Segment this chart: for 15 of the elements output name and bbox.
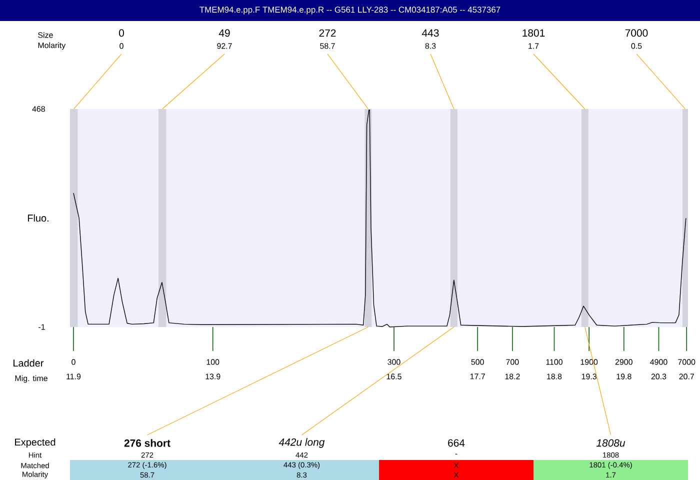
text: Expected: [15, 438, 56, 448]
text: 7000: [625, 29, 648, 37]
text: 272: [319, 29, 336, 37]
line-series: [73, 110, 686, 328]
text: 1801: [522, 29, 545, 37]
text: Ladder: [14, 359, 44, 367]
text: 442u long: [278, 438, 325, 448]
text: 443: [422, 29, 439, 37]
y-axis-title: Fluo.: [28, 214, 48, 222]
text: 276 short: [124, 439, 170, 447]
text: 49: [218, 29, 230, 37]
text: 1808u: [596, 439, 626, 447]
text: 0: [119, 29, 124, 37]
chart-title: TMEM94.e.pp.F TMEM94.e.pp.R -- G561 LLY-283 -- CM034187:A05 -- 4537367: [200, 6, 500, 14]
text: 664: [448, 439, 465, 447]
